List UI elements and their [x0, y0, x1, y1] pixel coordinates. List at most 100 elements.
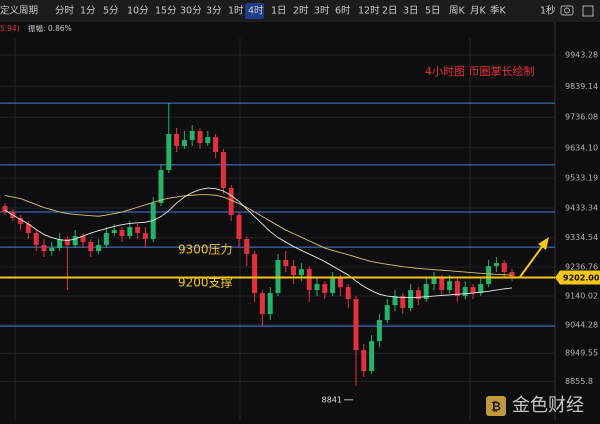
- price-tag: [555, 270, 600, 285]
- candle-body: [135, 227, 141, 234]
- candle-body: [2, 206, 8, 213]
- candle-body: [259, 293, 265, 315]
- candle-body: [166, 134, 172, 171]
- candle-body: [314, 284, 320, 291]
- trend-arrow: [519, 243, 545, 278]
- toolbar-tab[interactable]: 季K: [490, 5, 507, 17]
- price-tag-label: 9202.00: [563, 273, 600, 282]
- candle-body: [72, 236, 78, 246]
- candle-body: [244, 239, 250, 255]
- candle-body: [119, 230, 125, 237]
- candle-body: [408, 290, 414, 309]
- candle-body: [189, 131, 195, 141]
- candle-body: [486, 266, 492, 285]
- candle-body: [415, 290, 421, 300]
- candle-body: [283, 260, 289, 267]
- toolbar-tab[interactable]: 30分: [180, 6, 202, 17]
- toolbar-tab[interactable]: 1分: [80, 6, 96, 17]
- toolbar-tab[interactable]: 3时: [314, 5, 330, 17]
- toolbar-tab[interactable]: 定义周期: [0, 5, 38, 17]
- camera-icon[interactable]: [560, 5, 574, 16]
- y-tick-label: 9334.54: [565, 233, 598, 242]
- candle-body: [111, 230, 117, 234]
- candle-body: [205, 137, 211, 144]
- candle-body: [478, 284, 484, 294]
- candle-body: [158, 170, 164, 204]
- candle-body: [57, 239, 63, 249]
- candle-body: [213, 137, 219, 153]
- y-tick-label: 9634.10: [565, 143, 598, 152]
- candle-body: [298, 269, 304, 276]
- annotation: 9300压力: [178, 243, 233, 257]
- plot: 9943.28 9839.14 9736.08 9634.10 9533.19 9433.…: [0, 51, 600, 404]
- candle-body: [470, 287, 476, 294]
- candle-body: [330, 278, 336, 294]
- y-tick-label: 9433.34: [565, 204, 598, 213]
- candle-body: [228, 188, 234, 216]
- toolbar-tab[interactable]: 5日: [425, 6, 441, 17]
- candle-body: [49, 248, 55, 252]
- y-tick-label: 9839.14: [565, 82, 598, 91]
- toolbar-tab[interactable]: 4时: [248, 5, 264, 17]
- y-tick-label: 9140.02: [565, 292, 598, 301]
- candle-body: [376, 320, 382, 342]
- info-text: 振幅: 0.86%: [28, 23, 72, 33]
- toolbar-tab[interactable]: 15分: [155, 6, 177, 17]
- candle-body: [501, 263, 507, 273]
- toolbar-tab[interactable]: 2时: [293, 5, 309, 17]
- candle-body: [384, 305, 390, 321]
- candle-body: [103, 233, 109, 246]
- candle-body: [306, 269, 312, 291]
- y-tick-label: 9236.76: [565, 263, 598, 272]
- info-text: 5.94): [0, 24, 20, 33]
- watermark-text: 金色财经: [512, 395, 584, 416]
- candle-body: [18, 218, 24, 225]
- candle-body: [291, 266, 297, 276]
- candle-body: [447, 281, 453, 291]
- toolbar-tab[interactable]: 12时: [358, 5, 380, 17]
- toolbar-tab[interactable]: 1秒: [540, 5, 556, 17]
- toolbar-tab[interactable]: 周K: [449, 6, 466, 17]
- toolbar-tab[interactable]: 1时: [228, 5, 244, 17]
- y-tick-label: 8949.55: [565, 349, 598, 358]
- toolbar: [0, 0, 600, 22]
- candle-body: [181, 140, 187, 147]
- moving-average: [4, 187, 513, 299]
- toolbar-tab[interactable]: 5分: [103, 6, 119, 17]
- trend-arrow-head: [538, 237, 549, 250]
- candle-body: [236, 215, 242, 240]
- candle-body: [150, 203, 156, 240]
- candle-body: [220, 152, 226, 189]
- toolbar-tab[interactable]: 2日: [382, 6, 398, 17]
- toolbar-tab[interactable]: 3日: [403, 6, 419, 17]
- candle-body: [88, 242, 94, 252]
- low-label: 8841: [322, 395, 342, 404]
- candle-body: [41, 245, 47, 252]
- candle-body: [462, 287, 468, 297]
- candle-body: [96, 245, 102, 252]
- toolbar-tab[interactable]: 分时: [55, 5, 75, 17]
- candle-body: [127, 227, 133, 237]
- settings-icon[interactable]: [582, 5, 594, 17]
- y-tick-label: 9044.28: [565, 320, 598, 329]
- active-tab: [245, 3, 264, 19]
- y-tick-label: 9533.19: [565, 174, 598, 183]
- candle-body: [142, 233, 148, 240]
- candle-body: [392, 296, 398, 306]
- toolbar-tab[interactable]: 10分: [127, 6, 149, 17]
- toolbar-tab[interactable]: 3分: [206, 6, 222, 17]
- watermark: ₿ 金色财经: [486, 395, 584, 416]
- candle-body: [322, 284, 328, 294]
- toolbar-tab[interactable]: 月K: [470, 6, 487, 17]
- candle-body: [400, 296, 406, 309]
- candle-body: [439, 278, 445, 291]
- toolbar-tab[interactable]: 6时: [335, 5, 351, 17]
- candle-body: [174, 134, 180, 147]
- candle-body: [252, 254, 258, 294]
- toolbar-tab[interactable]: 1日: [271, 6, 287, 17]
- candle-body: [369, 341, 375, 372]
- candle-body: [431, 278, 437, 285]
